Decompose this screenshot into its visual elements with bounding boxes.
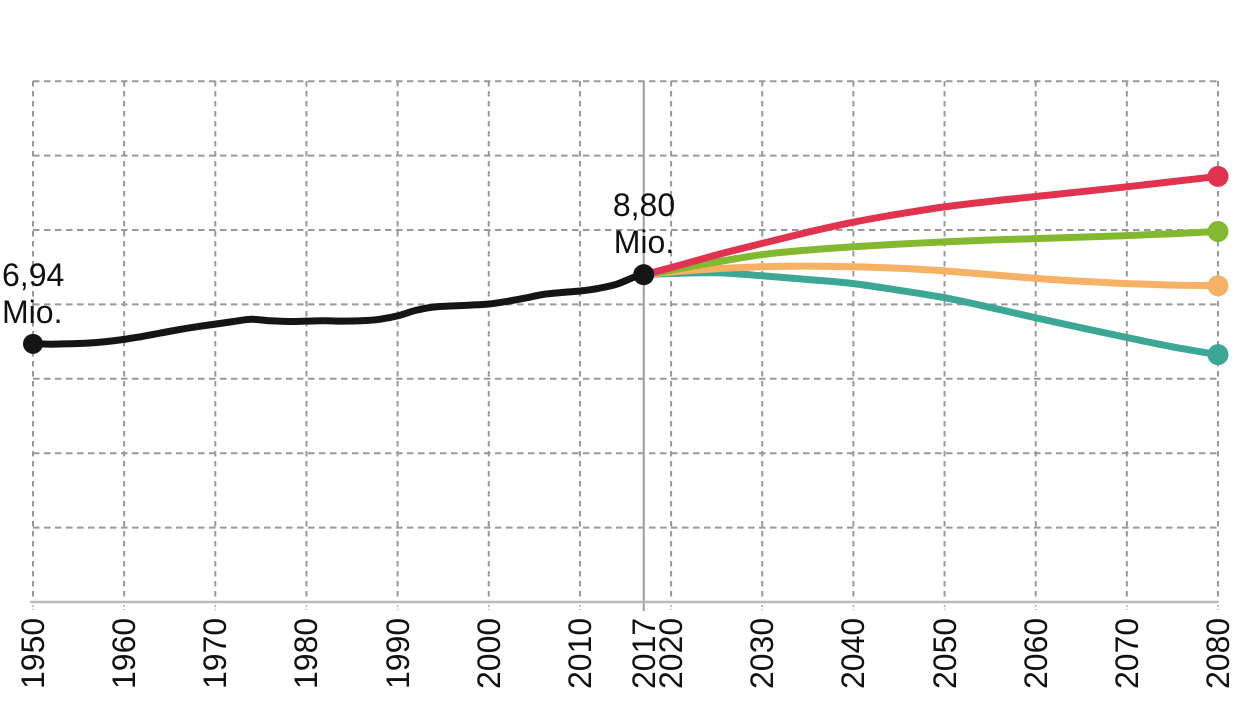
annotation-1950-value: 6,94 xyxy=(2,257,65,293)
dot-end-projection-orange xyxy=(1207,275,1229,297)
dot-end-projection-teal xyxy=(1207,344,1229,366)
x-axis-label-2020: 2020 xyxy=(653,617,690,689)
x-axis-label-2000: 2000 xyxy=(470,617,507,689)
x-axis-label-2050: 2050 xyxy=(926,617,963,689)
annotation-2017-value: 8,80 xyxy=(612,187,676,223)
x-axis-label-1970: 1970 xyxy=(197,617,234,689)
series-line-projection-teal xyxy=(640,269,1222,359)
annotation-1950: 6,94 Mio. xyxy=(2,257,64,331)
x-axis-label-2030: 2030 xyxy=(744,617,781,689)
x-axis-label-2070: 2070 xyxy=(1108,617,1145,689)
x-axis-label-2010: 2010 xyxy=(561,617,598,689)
x-axis-label-1990: 1990 xyxy=(379,617,416,689)
dot-end-projection-red xyxy=(1207,165,1229,187)
series-line-projection-orange xyxy=(640,262,1222,290)
annotation-2017-unit: Mio. xyxy=(613,224,675,260)
dot-end-projection-green xyxy=(1207,220,1229,242)
x-axis-label-1960: 1960 xyxy=(106,617,143,689)
series-line-historical-population xyxy=(29,271,648,348)
annotation-2017: 8,80 Mio. xyxy=(613,187,675,261)
x-axis-label-1950: 1950 xyxy=(15,617,51,689)
dot-start-historical-population xyxy=(23,333,43,354)
x-axis-label-2060: 2060 xyxy=(1017,617,1054,689)
dot-end-historical-population xyxy=(633,264,655,286)
series-line-projection-red xyxy=(640,172,1222,279)
x-axis-label-2040: 2040 xyxy=(835,617,872,689)
x-axis-label-1980: 1980 xyxy=(288,617,325,689)
x-axis-label-2080: 2080 xyxy=(1200,617,1236,689)
annotation-1950-unit: Mio. xyxy=(2,294,63,330)
series-line-projection-green xyxy=(640,228,1222,279)
